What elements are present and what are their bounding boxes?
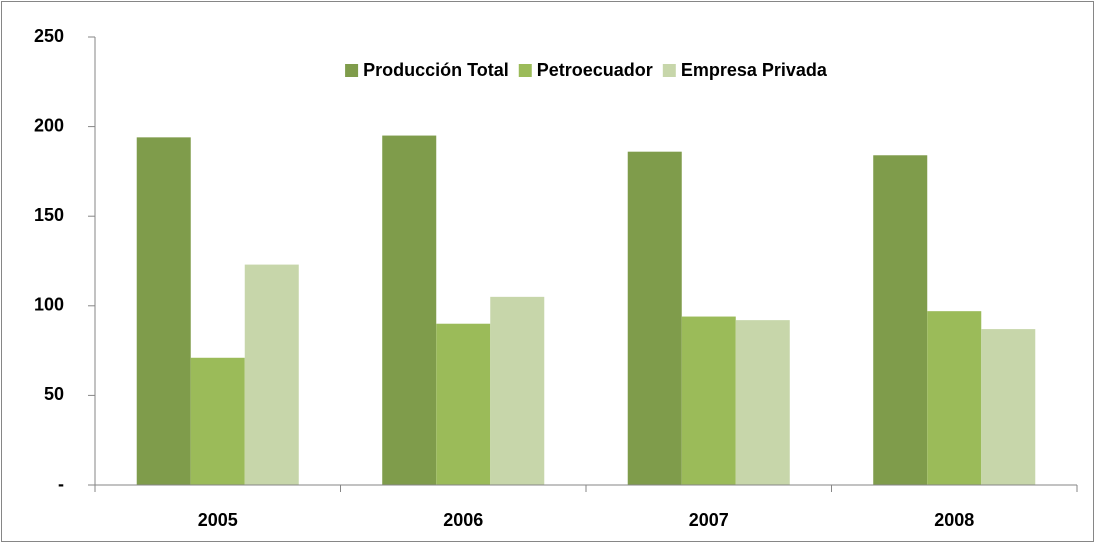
y-tick-label: 250 — [34, 26, 64, 46]
bar — [927, 311, 982, 485]
x-tick-label: 2007 — [689, 510, 729, 530]
legend-swatch — [345, 64, 359, 77]
x-tick-label: 2006 — [443, 510, 483, 530]
x-tick-label: 2008 — [934, 510, 974, 530]
bar — [190, 357, 245, 485]
bar — [681, 316, 736, 485]
y-tick-label: 50 — [44, 384, 64, 404]
bar — [873, 155, 928, 485]
y-tick-label: - — [58, 474, 64, 494]
legend-label: Empresa Privada — [681, 60, 828, 80]
x-tick-label: 2005 — [198, 510, 238, 530]
legend-label: Producción Total — [363, 60, 509, 80]
y-tick-label: 150 — [34, 205, 64, 225]
bar — [244, 264, 299, 485]
bar — [735, 320, 790, 485]
y-tick-label: 200 — [34, 115, 64, 135]
bar — [382, 135, 437, 485]
legend-label: Petroecuador — [537, 60, 653, 80]
y-tick-label: 100 — [34, 295, 64, 315]
bar — [136, 137, 191, 486]
bar — [436, 323, 491, 485]
bar — [981, 329, 1036, 485]
bar — [627, 151, 682, 486]
legend-swatch — [518, 64, 532, 77]
legend-swatch — [662, 64, 676, 77]
bar — [490, 296, 545, 485]
